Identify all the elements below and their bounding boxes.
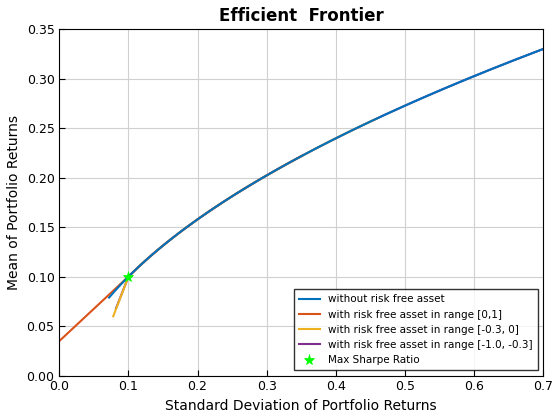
with risk free asset in range [-0.3, 0] [374,116,381,121]
with risk free asset in range [-0.3, 0] [189,221,195,226]
with risk free asset in range [-1.0, -0.3] [144,256,151,261]
Line: with risk free asset in range [0,1]: with risk free asset in range [0,1] [59,155,302,341]
with risk free asset in range [0,1] [56,339,63,344]
with risk free asset in range [0,1] [299,153,306,158]
with risk free asset in range [0,1] [287,159,294,164]
with risk free asset in range [-1.0, -0.3] [540,47,547,52]
with risk free asset in range [-1.0, -0.3] [523,53,530,58]
with risk free asset in range [0,1] [279,164,286,169]
without risk free asset [540,47,547,52]
with risk free asset in range [-0.3, 0] [121,285,128,290]
Legend: without risk free asset, with risk free asset in range [0,1], with risk free ass: without risk free asset, with risk free … [293,289,538,370]
Line: with risk free asset in range [-0.3, 0]: with risk free asset in range [-0.3, 0] [113,118,377,316]
with risk free asset in range [-0.3, 0] [137,263,143,268]
with risk free asset in range [-1.0, -0.3] [484,68,491,73]
with risk free asset in range [0,1] [67,328,74,333]
with risk free asset in range [-1.0, -0.3] [122,283,128,288]
with risk free asset in range [-0.3, 0] [111,310,118,315]
without risk free asset [106,295,113,300]
with risk free asset in range [0,1] [108,290,115,295]
with risk free asset in range [-1.0, -0.3] [114,302,120,307]
without risk free asset [499,62,506,67]
Line: with risk free asset in range [-1.0, -0.3]: with risk free asset in range [-1.0, -0.… [116,49,543,308]
with risk free asset in range [-0.3, 0] [340,132,347,137]
Y-axis label: Mean of Portfolio Returns: Mean of Portfolio Returns [7,115,21,290]
with risk free asset in range [-0.3, 0] [364,121,371,126]
Line: without risk free asset: without risk free asset [109,49,543,298]
with risk free asset in range [-0.3, 0] [110,314,116,319]
without risk free asset [364,121,371,126]
with risk free asset in range [0,1] [129,270,136,276]
without risk free asset [472,74,478,79]
Title: Efficient  Frontier: Efficient Frontier [219,7,384,25]
without risk free asset [363,121,370,126]
with risk free asset in range [-1.0, -0.3] [231,192,237,197]
X-axis label: Standard Deviation of Portfolio Returns: Standard Deviation of Portfolio Returns [165,399,437,413]
with risk free asset in range [0,1] [73,323,80,328]
with risk free asset in range [-1.0, -0.3] [113,306,119,311]
without risk free asset [371,117,378,122]
without risk free asset [107,293,114,298]
